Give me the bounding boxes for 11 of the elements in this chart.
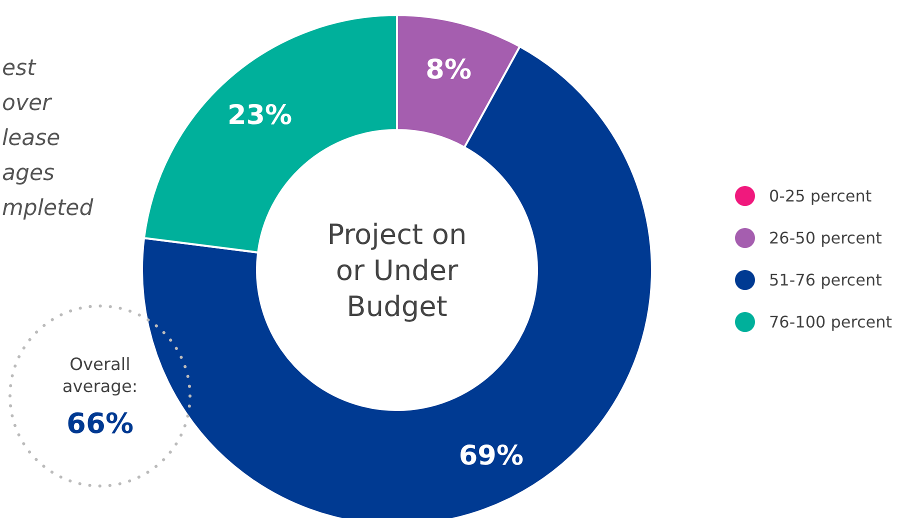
legend-label: 26-50 percent (769, 228, 882, 248)
data-label: 8% (426, 54, 472, 86)
text: 66% (66, 407, 134, 440)
legend-label: 51-76 percent (769, 270, 882, 290)
data-label: 23% (227, 100, 292, 131)
data-label: 69% (458, 440, 524, 472)
legend-label: 76-100 percent (769, 312, 892, 332)
text: est over lease ages mpleted (2, 56, 94, 221)
text: Overall average: (62, 355, 138, 397)
text: Project on or Under Budget (327, 218, 467, 323)
legend-label: 0-25 percent (769, 186, 872, 206)
